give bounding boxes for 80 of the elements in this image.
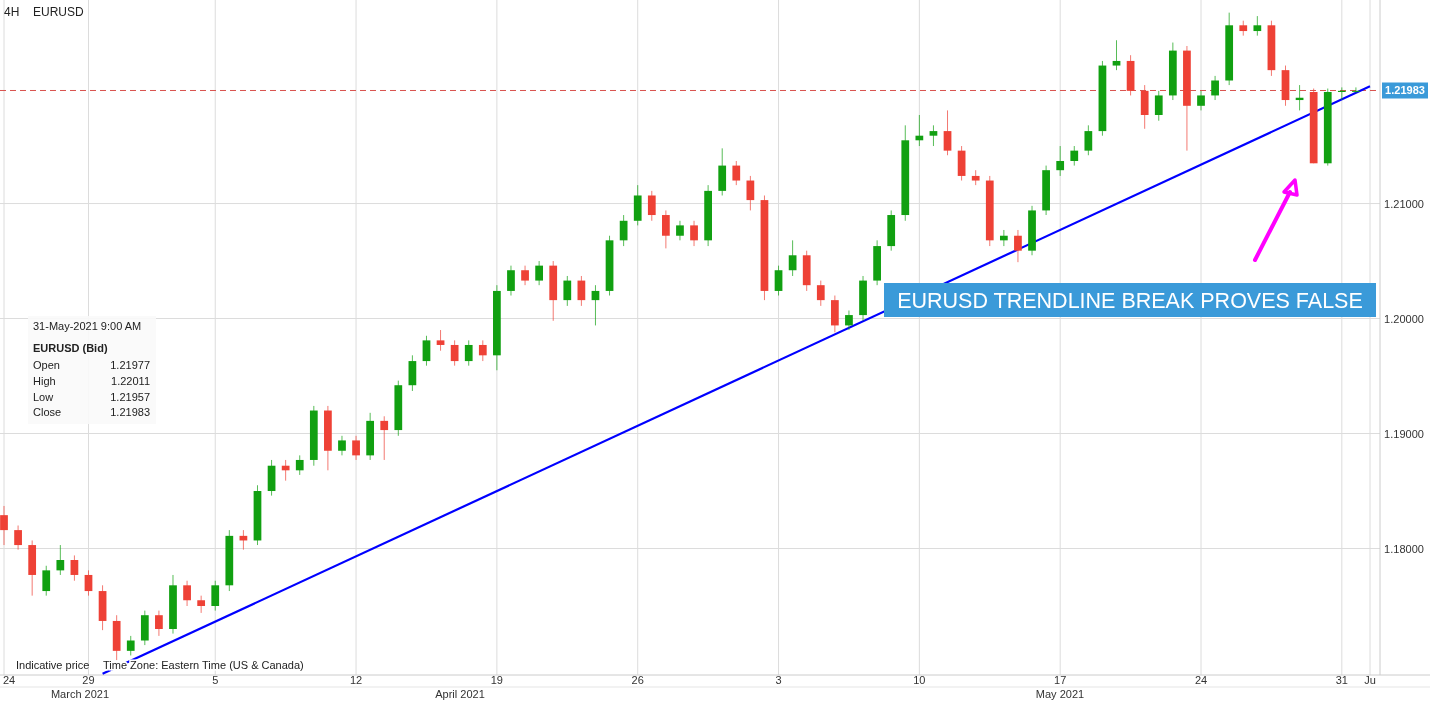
candlestick	[1154, 90, 1163, 122]
annotation: Close	[33, 406, 62, 419]
annotation: 1.21977	[110, 359, 150, 371]
candlestick	[1211, 75, 1219, 101]
annotation: 31-May-2021 9:00 AM	[33, 320, 142, 332]
ref-line-label: 1.21983	[1385, 84, 1425, 97]
candlestick	[436, 329, 445, 352]
candlestick	[450, 339, 459, 367]
candlestick	[0, 505, 8, 546]
candlestick	[126, 635, 135, 656]
candlestick	[352, 435, 360, 461]
x-tick-label: Ju	[1364, 674, 1376, 686]
x-tick-label: 19	[490, 674, 504, 686]
candlestick	[183, 580, 191, 607]
candlestick	[929, 124, 938, 147]
y-tick-label: 1.18000	[1384, 542, 1424, 555]
x-tick-label: 29	[82, 674, 95, 686]
candlestick	[521, 265, 529, 286]
x-tick-label: 26	[631, 674, 644, 686]
candlestick	[943, 109, 952, 156]
candlestick	[1084, 124, 1093, 156]
text: March 2021	[50, 688, 110, 700]
y-tick-label: 1.21000	[1384, 197, 1424, 210]
x-tick-label: 17	[1054, 674, 1067, 686]
candlestick	[1070, 145, 1079, 167]
candlestick	[788, 239, 797, 277]
candlestick	[1014, 229, 1022, 263]
candlestick	[774, 265, 783, 297]
candlestick	[507, 265, 515, 297]
x-tick-label: 12	[349, 674, 363, 686]
text: 4H	[4, 5, 20, 19]
candlestick	[422, 335, 431, 367]
candlestick	[155, 610, 163, 637]
candlestick	[535, 260, 544, 286]
candlestick	[42, 565, 51, 597]
x-tick-label: 5	[212, 674, 219, 686]
annotation: 1.21983	[110, 406, 150, 419]
candlestick	[1197, 90, 1205, 111]
candlestick	[478, 339, 487, 362]
text: April 2021	[435, 688, 485, 700]
candlestick	[1056, 145, 1065, 177]
annotation: EURUSD (Bid)	[33, 342, 108, 354]
annotation: Indicative price	[16, 659, 90, 671]
candlestick	[380, 415, 389, 461]
x-tick-label: 24	[1194, 674, 1208, 686]
candlestick	[845, 309, 853, 331]
candlestick	[662, 209, 670, 249]
candlestick	[746, 175, 755, 211]
candlestick	[84, 569, 93, 597]
candlestick	[56, 544, 65, 576]
text: May 2021	[1035, 688, 1085, 700]
annotation: Open	[33, 359, 60, 371]
candlestick	[338, 435, 346, 456]
candlestick	[676, 220, 684, 241]
candlestick	[14, 525, 22, 551]
candlestick	[1112, 39, 1121, 71]
x-tick-label: 24	[2, 674, 16, 686]
annotation: High	[33, 374, 56, 387]
annotation: EURUSD TRENDLINE BREAK PROVES FALSE	[897, 289, 1363, 313]
candlestick	[1352, 86, 1360, 94]
candlestick	[690, 220, 698, 247]
candlestick	[563, 275, 572, 307]
y-tick-label: 1.19000	[1384, 427, 1424, 440]
candlestick	[732, 160, 741, 186]
candlestick	[816, 280, 825, 307]
x-tick-label: 31	[1335, 674, 1348, 686]
candlestick	[647, 190, 656, 222]
candlestick	[1253, 15, 1262, 37]
x-tick-label: 3	[775, 674, 782, 686]
candlestick	[70, 554, 79, 582]
y-tick-label: 1.20000	[1384, 312, 1424, 325]
candlestick	[295, 454, 304, 476]
candlestick	[464, 339, 473, 367]
annotation: 1.21957	[110, 390, 150, 403]
text: EURUSD	[33, 5, 85, 19]
x-tick-label: 10	[913, 674, 926, 686]
candlestick	[619, 214, 628, 247]
annotation: 1.22011	[111, 374, 150, 387]
annotation: Low	[33, 390, 54, 403]
candlestick	[211, 580, 220, 612]
